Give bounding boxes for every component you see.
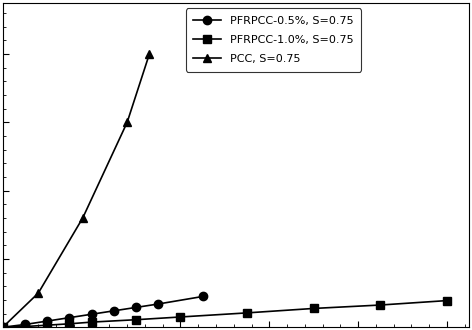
- PFRPCC-0.5%, S=0.75: [133, 306, 139, 310]
- PFRPCC-1.0%, S=0.75: [0, 325, 6, 329]
- Line: PCC, S=0.75: PCC, S=0.75: [0, 50, 153, 330]
- PCC, S=0.75: [35, 291, 41, 295]
- Line: PFRPCC-0.5%, S=0.75: PFRPCC-0.5%, S=0.75: [0, 292, 207, 330]
- PFRPCC-0.5%, S=0.75: [155, 302, 161, 306]
- PCC, S=0.75: [146, 52, 152, 56]
- PFRPCC-1.0%, S=0.75: [378, 303, 383, 307]
- PFRPCC-0.5%, S=0.75: [67, 316, 72, 320]
- PFRPCC-0.5%, S=0.75: [200, 294, 205, 298]
- PFRPCC-0.5%, S=0.75: [89, 312, 94, 316]
- PFRPCC-1.0%, S=0.75: [311, 307, 317, 311]
- PFRPCC-1.0%, S=0.75: [244, 311, 250, 315]
- PFRPCC-1.0%, S=0.75: [89, 320, 94, 324]
- PCC, S=0.75: [124, 120, 130, 124]
- PFRPCC-1.0%, S=0.75: [177, 315, 183, 319]
- PFRPCC-1.0%, S=0.75: [22, 325, 28, 329]
- PFRPCC-1.0%, S=0.75: [133, 318, 139, 322]
- Legend: PFRPCC-0.5%, S=0.75, PFRPCC-1.0%, S=0.75, PCC, S=0.75: PFRPCC-0.5%, S=0.75, PFRPCC-1.0%, S=0.75…: [185, 8, 362, 72]
- Line: PFRPCC-1.0%, S=0.75: PFRPCC-1.0%, S=0.75: [0, 296, 451, 330]
- PFRPCC-0.5%, S=0.75: [22, 322, 28, 326]
- PFRPCC-1.0%, S=0.75: [444, 299, 450, 303]
- PFRPCC-1.0%, S=0.75: [67, 322, 72, 326]
- PFRPCC-0.5%, S=0.75: [0, 325, 6, 329]
- PFRPCC-0.5%, S=0.75: [44, 319, 50, 323]
- PFRPCC-1.0%, S=0.75: [44, 323, 50, 327]
- PFRPCC-0.5%, S=0.75: [111, 309, 117, 313]
- PCC, S=0.75: [0, 325, 6, 329]
- PCC, S=0.75: [80, 216, 85, 220]
